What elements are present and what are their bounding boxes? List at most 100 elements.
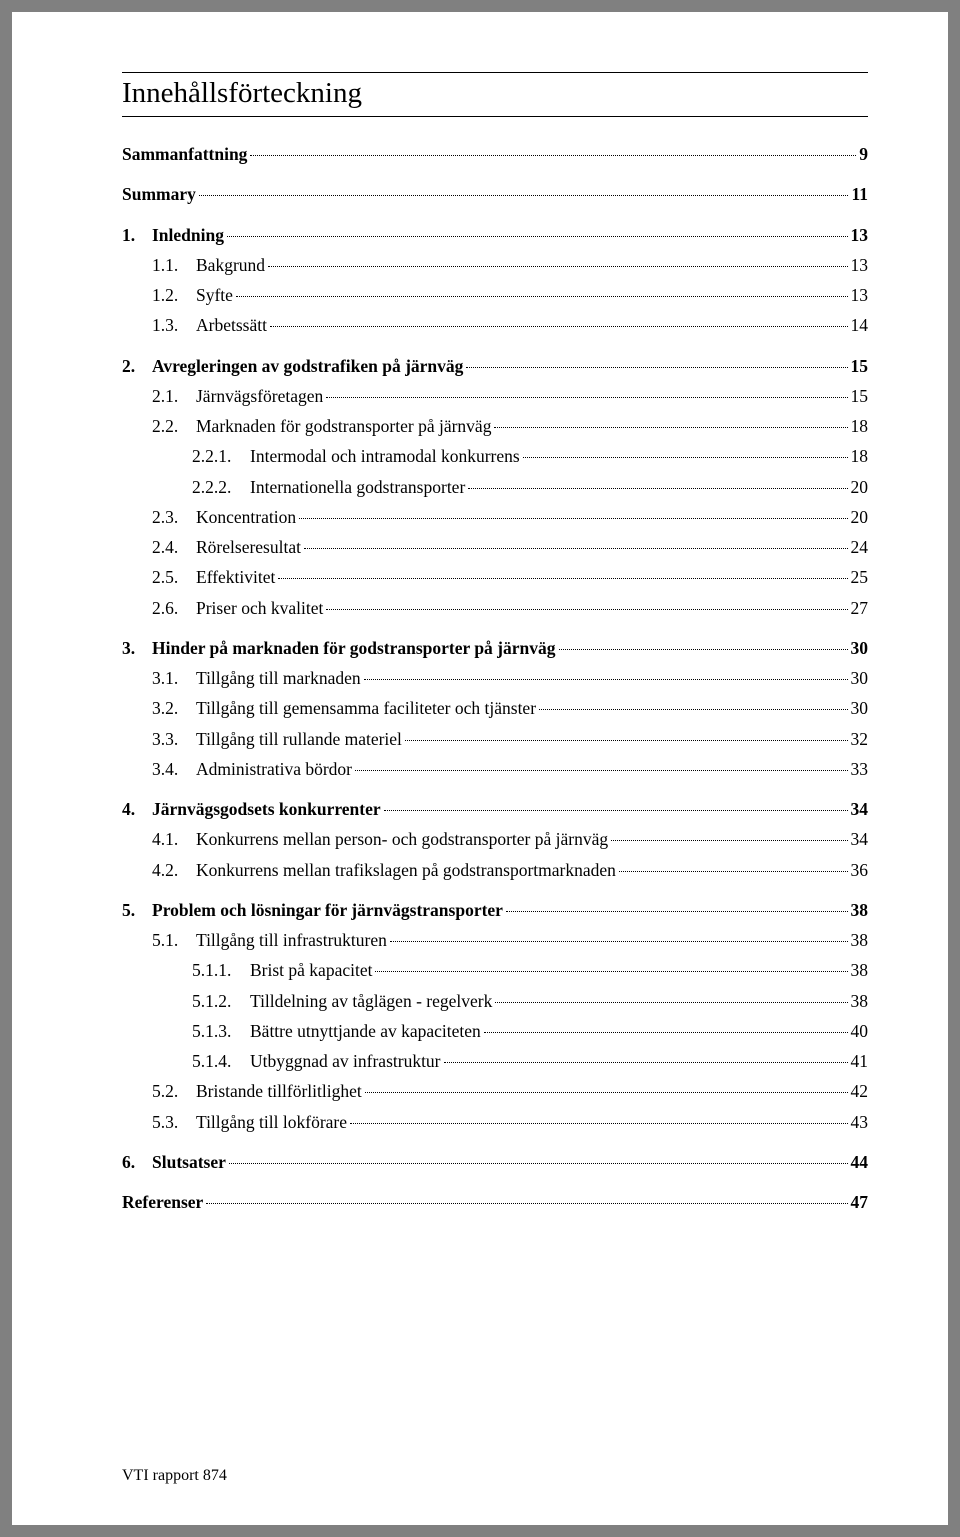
toc-entry-label: Konkurrens mellan person- och godstransp… xyxy=(196,826,608,852)
toc-leader-dots xyxy=(355,770,847,771)
toc-entry-page: 20 xyxy=(851,474,869,500)
toc-entry: Referenser 47 xyxy=(122,1189,868,1215)
toc-leader-dots xyxy=(365,1092,848,1093)
toc-leader-dots xyxy=(364,679,848,680)
toc-entry-page: 15 xyxy=(851,353,869,379)
toc-leader-dots xyxy=(326,397,847,398)
toc-entry: 3.1.Tillgång till marknaden30 xyxy=(122,665,868,691)
toc-entry-page: 25 xyxy=(851,564,869,590)
toc-entry-number: 2.6. xyxy=(152,595,196,621)
toc-entry-page: 18 xyxy=(851,443,869,469)
toc-entry: 5.1.3.Bättre utnyttjande av kapaciteten 4… xyxy=(122,1018,868,1044)
toc-leader-dots xyxy=(611,840,847,841)
toc-entry-number: 2. xyxy=(122,353,152,379)
toc-leader-dots xyxy=(375,971,847,972)
toc-entry-number: 4. xyxy=(122,796,152,822)
toc-entry-number: 3.2. xyxy=(152,695,196,721)
toc-entry-number: 2.5. xyxy=(152,564,196,590)
toc-entry-page: 24 xyxy=(851,534,869,560)
title-rule-box: Innehållsförteckning xyxy=(122,72,868,117)
toc-leader-dots xyxy=(468,488,847,489)
toc-leader-dots xyxy=(495,1002,847,1003)
toc-entry-label: Koncentration xyxy=(196,504,296,530)
toc-entry: Summary11 xyxy=(122,181,868,207)
toc-leader-dots xyxy=(384,810,848,811)
toc-leader-dots xyxy=(506,911,848,912)
toc-entry-label: Bättre utnyttjande av kapaciteten xyxy=(250,1018,481,1044)
toc-entry-label: Avregleringen av godstrafiken på järnväg xyxy=(152,353,463,379)
page-footer: VTI rapport 874 xyxy=(122,1407,868,1485)
toc-entry: 5.1.4.Utbyggnad av infrastruktur41 xyxy=(122,1048,868,1074)
toc-entry-label: Utbyggnad av infrastruktur xyxy=(250,1048,441,1074)
toc-leader-dots xyxy=(326,609,847,610)
toc-entry: 2.6.Priser och kvalitet27 xyxy=(122,595,868,621)
toc-entry-page: 9 xyxy=(859,141,868,167)
toc-leader-dots xyxy=(268,266,847,267)
toc-entry-number: 3.3. xyxy=(152,726,196,752)
toc-entry-page: 13 xyxy=(851,282,869,308)
toc-leader-dots xyxy=(227,236,848,237)
toc-leader-dots xyxy=(270,326,848,327)
toc-entry: 2.4.Rörelseresultat 24 xyxy=(122,534,868,560)
toc-entry-page: 30 xyxy=(851,635,869,661)
toc-entry-number: 3.4. xyxy=(152,756,196,782)
toc-entry: 3.4.Administrativa bördor 33 xyxy=(122,756,868,782)
toc-entry-number: 1.3. xyxy=(152,312,196,338)
toc-entry: 2.Avregleringen av godstrafiken på järnv… xyxy=(122,353,868,379)
toc-entry-number: 2.2. xyxy=(152,413,196,439)
toc-entry-number: 1. xyxy=(122,222,152,248)
table-of-contents: Sammanfattning9Summary111.Inledning131.1… xyxy=(122,141,868,1219)
toc-entry-number: 5.1.3. xyxy=(192,1018,250,1044)
toc-entry-number: 2.2.1. xyxy=(192,443,250,469)
toc-entry-label: Bristande tillförlitlighet xyxy=(196,1078,362,1104)
toc-entry-number: 3. xyxy=(122,635,152,661)
toc-entry-page: 13 xyxy=(851,252,869,278)
toc-entry-label: Intermodal och intramodal konkurrens xyxy=(250,443,520,469)
toc-entry-number: 5. xyxy=(122,897,152,923)
toc-entry-label: Administrativa bördor xyxy=(196,756,352,782)
toc-entry: 1.3.Arbetssätt14 xyxy=(122,312,868,338)
toc-entry-page: 38 xyxy=(851,957,869,983)
toc-entry-page: 27 xyxy=(851,595,869,621)
toc-entry-number: 2.4. xyxy=(152,534,196,560)
page-title: Innehållsförteckning xyxy=(122,77,868,110)
toc-entry: 2.3.Koncentration20 xyxy=(122,504,868,530)
toc-leader-dots xyxy=(484,1032,848,1033)
toc-entry: 3.3.Tillgång till rullande materiel32 xyxy=(122,726,868,752)
toc-entry-page: 30 xyxy=(851,695,869,721)
toc-entry-label: Summary xyxy=(122,181,196,207)
toc-entry-page: 33 xyxy=(851,756,869,782)
toc-entry: 5.1.Tillgång till infrastrukturen38 xyxy=(122,927,868,953)
toc-entry: 5.3.Tillgång till lokförare43 xyxy=(122,1109,868,1135)
toc-leader-dots xyxy=(250,155,856,156)
toc-entry-label: Arbetssätt xyxy=(196,312,267,338)
toc-entry-page: 47 xyxy=(851,1189,869,1215)
toc-entry-page: 41 xyxy=(851,1048,869,1074)
toc-entry-page: 15 xyxy=(851,383,869,409)
toc-leader-dots xyxy=(559,649,848,650)
toc-entry-page: 40 xyxy=(851,1018,869,1044)
toc-entry-number: 6. xyxy=(122,1149,152,1175)
toc-entry-label: Hinder på marknaden för godstransporter … xyxy=(152,635,556,661)
toc-entry-number: 4.1. xyxy=(152,826,196,852)
toc-entry: 3.Hinder på marknaden för godstransporte… xyxy=(122,635,868,661)
toc-leader-dots xyxy=(523,457,848,458)
toc-entry-label: Rörelseresultat xyxy=(196,534,301,560)
toc-entry-page: 34 xyxy=(851,826,869,852)
toc-leader-dots xyxy=(229,1163,848,1164)
toc-entry-label: Syfte xyxy=(196,282,233,308)
toc-entry-page: 32 xyxy=(851,726,869,752)
toc-leader-dots xyxy=(299,518,847,519)
toc-entry-page: 18 xyxy=(851,413,869,439)
toc-entry: 2.2.1.Intermodal och intramodal konkurre… xyxy=(122,443,868,469)
toc-entry: 5.1.1.Brist på kapacitet38 xyxy=(122,957,868,983)
toc-leader-dots xyxy=(405,740,848,741)
toc-entry-number: 2.1. xyxy=(152,383,196,409)
toc-leader-dots xyxy=(278,578,847,579)
toc-entry-number: 1.1. xyxy=(152,252,196,278)
document-page: Innehållsförteckning Sammanfattning9Summ… xyxy=(12,12,948,1525)
toc-entry-number: 2.2.2. xyxy=(192,474,250,500)
toc-entry: 1.Inledning13 xyxy=(122,222,868,248)
toc-entry-label: Referenser xyxy=(122,1189,203,1215)
toc-entry-label: Brist på kapacitet xyxy=(250,957,372,983)
